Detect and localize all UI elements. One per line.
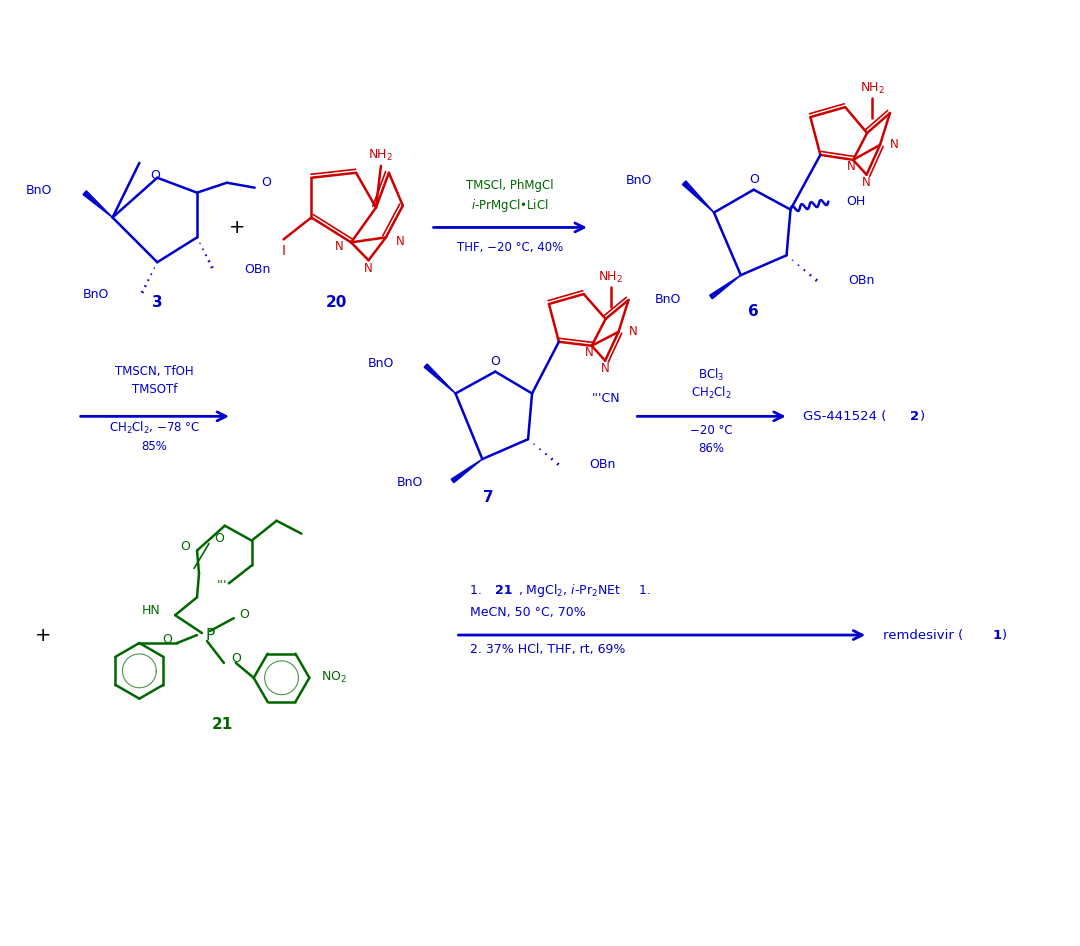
Text: 3: 3	[152, 294, 163, 309]
Text: +: +	[35, 625, 51, 644]
Text: N: N	[600, 362, 609, 376]
Text: TMSCl, PhMgCl: TMSCl, PhMgCl	[467, 179, 554, 192]
Text: CH$_2$Cl$_2$, −78 °C: CH$_2$Cl$_2$, −78 °C	[109, 420, 200, 436]
Text: remdesivir (: remdesivir (	[883, 628, 963, 641]
Text: TMSOTf: TMSOTf	[132, 383, 177, 396]
Text: ''': '''	[217, 579, 228, 592]
Text: 6: 6	[748, 305, 759, 320]
Text: 21: 21	[212, 717, 232, 732]
Text: OBn: OBn	[590, 458, 616, 470]
Text: 2: 2	[909, 410, 919, 423]
Text: 7: 7	[483, 490, 494, 505]
Text: NO$_2$: NO$_2$	[321, 670, 347, 685]
Text: O: O	[239, 607, 248, 621]
Text: , MgCl$_2$, $i$-Pr$_2$NEt: , MgCl$_2$, $i$-Pr$_2$NEt	[518, 582, 622, 599]
Text: 1.: 1.	[471, 584, 486, 597]
Text: THF, −20 °C, 40%: THF, −20 °C, 40%	[457, 241, 564, 254]
Text: N: N	[862, 176, 870, 189]
Polygon shape	[424, 364, 456, 394]
Text: OBn: OBn	[245, 263, 271, 275]
Text: BnO: BnO	[654, 292, 681, 306]
Text: +: +	[229, 218, 245, 236]
Text: O: O	[261, 176, 271, 189]
Text: '''CN: '''CN	[592, 392, 620, 405]
Polygon shape	[683, 181, 714, 213]
Text: BnO: BnO	[396, 477, 422, 489]
Text: GS-441524 (: GS-441524 (	[804, 410, 887, 423]
Text: 86%: 86%	[698, 442, 724, 455]
Text: CH$_2$Cl$_2$: CH$_2$Cl$_2$	[690, 384, 731, 400]
Polygon shape	[83, 191, 112, 218]
Text: BnO: BnO	[26, 184, 52, 197]
Text: O: O	[180, 540, 190, 553]
Text: N: N	[335, 240, 343, 253]
Text: O: O	[231, 653, 241, 665]
Text: 2. 37% HCl, THF, rt, 69%: 2. 37% HCl, THF, rt, 69%	[471, 643, 625, 657]
Text: 1: 1	[993, 628, 1001, 641]
Text: ): )	[1002, 628, 1008, 641]
Text: BnO: BnO	[367, 358, 394, 370]
Text: NH$_2$: NH$_2$	[598, 270, 623, 285]
Text: N: N	[847, 160, 855, 173]
Text: NH$_2$: NH$_2$	[368, 149, 393, 164]
Text: $i$-PrMgCl•LiCl: $i$-PrMgCl•LiCl	[471, 197, 549, 214]
Text: I: I	[282, 244, 285, 258]
Text: −20 °C: −20 °C	[690, 424, 732, 437]
Text: 21: 21	[496, 584, 513, 597]
Text: N: N	[396, 235, 405, 248]
Text: O: O	[162, 633, 172, 645]
Text: 20: 20	[325, 294, 347, 309]
Text: 85%: 85%	[141, 440, 167, 452]
Text: BnO: BnO	[83, 288, 109, 301]
Text: N: N	[364, 262, 373, 274]
Text: O: O	[748, 173, 758, 186]
Polygon shape	[710, 275, 741, 299]
Text: NH$_2$: NH$_2$	[860, 80, 885, 96]
Text: BCl$_3$: BCl$_3$	[698, 366, 724, 382]
Text: O: O	[214, 532, 224, 545]
Polygon shape	[451, 459, 483, 482]
Text: P: P	[205, 627, 215, 642]
Text: N: N	[629, 325, 637, 339]
Text: MeCN, 50 °C, 70%: MeCN, 50 °C, 70%	[471, 605, 586, 619]
Text: 1.: 1.	[639, 584, 656, 597]
Text: BnO: BnO	[626, 174, 652, 187]
Text: O: O	[150, 169, 160, 183]
Text: HN: HN	[141, 604, 160, 617]
Text: O: O	[490, 355, 500, 368]
Text: ): )	[920, 410, 924, 423]
Text: TMSCN, TfOH: TMSCN, TfOH	[114, 365, 193, 378]
Text: OH: OH	[847, 195, 865, 208]
Text: OBn: OBn	[848, 273, 875, 287]
Text: N: N	[585, 346, 594, 359]
Text: N: N	[890, 138, 899, 151]
